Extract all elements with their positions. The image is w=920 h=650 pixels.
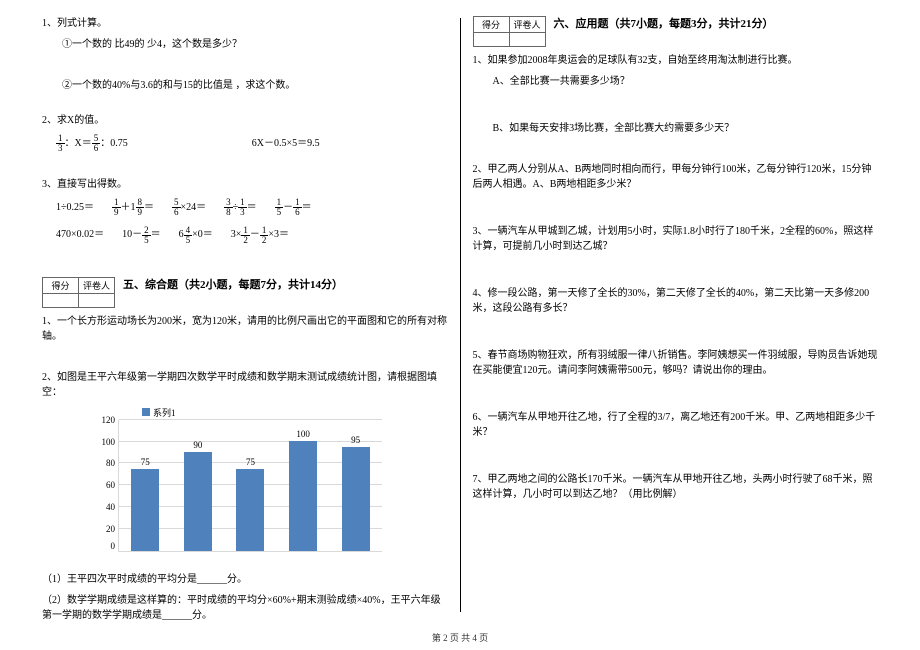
y-tick: 0 [91, 541, 115, 551]
frac-den: 6 [92, 144, 101, 153]
section5-title: 五、综合题（共2小题，每题7分，共计14分） [123, 277, 343, 295]
section6-title: 六、应用题（共7小题，每题3分，共计21分） [554, 16, 774, 34]
text: ＋1 [121, 202, 136, 213]
q3-title: 3、直接写出得数。 [42, 177, 448, 192]
s5-sub2: （2）数学学期成绩是这样算的：平时成绩的平均分×60%+期末测验成绩×40%，王… [42, 593, 448, 623]
text: ：0.75 [100, 138, 128, 149]
grader-header: 评卷人 [509, 17, 545, 33]
text: － [250, 229, 260, 240]
s5-q2: 2、如图是王平六年级第一学期四次数学平时成绩和数学期末测试成绩统计图，请根据图填… [42, 370, 448, 400]
eq-cell: 3×12－12×3＝ [231, 225, 289, 244]
bar-label: 75 [131, 457, 159, 467]
frac-den: 6 [172, 208, 181, 217]
bar-label: 100 [289, 429, 317, 439]
left-column: 1、列式计算。 ①一个数的 比49的 少4，这个数是多少？ ②一个数的40%与3… [30, 10, 460, 620]
chart-area: 120 100 80 60 40 20 0 75907510095 [118, 420, 382, 552]
text: 3× [231, 229, 242, 240]
text: ＝ [144, 202, 154, 213]
y-tick: 80 [91, 458, 115, 468]
q1-title: 1、列式计算。 [42, 16, 448, 31]
r-q1: 1、如果参加2008年奥运会的足球队有32支，自始至终用淘汰制进行比赛。 [473, 53, 879, 68]
s5-sub1: （1）王平四次平时成绩的平均分是______分。 [42, 572, 448, 587]
score-header: 得分 [43, 277, 79, 293]
bar-label: 95 [342, 435, 370, 445]
score-table: 得分评卷人 [473, 16, 546, 47]
bar: 75 [236, 469, 264, 551]
bar: 90 [184, 452, 212, 550]
section6-header: 得分评卷人 六、应用题（共7小题，每题3分，共计21分） [473, 16, 879, 47]
r-q1a: A、全部比赛一共需要多少场？ [473, 74, 879, 89]
text: ＝ [302, 202, 312, 213]
frac-den: 3 [56, 144, 65, 153]
r-q4: 4、修一段公路，第一天修了全长的30%，第二天修了全长的40%，第二天比第一天多… [473, 286, 879, 316]
eq-cell: 10－25＝ [122, 225, 161, 244]
page-footer: 第 2 页 共 4 页 [0, 631, 920, 644]
text: ×3＝ [268, 229, 289, 240]
empty-cell [79, 293, 115, 307]
eq-cell: 470×0.02＝ [56, 225, 104, 244]
text: ×24＝ [181, 202, 207, 213]
empty-cell [473, 33, 509, 47]
r-q6: 6、一辆汽车从甲地开往乙地，行了全程的3/7，离乙地还有200千米。甲、乙两地相… [473, 410, 879, 440]
score-table: 得分评卷人 [42, 277, 115, 308]
r-q7: 7、甲乙两地之间的公路长170千米。一辆汽车从甲地开往乙地，头两小时行驶了68千… [473, 472, 879, 502]
y-tick: 40 [91, 502, 115, 512]
y-tick: 100 [91, 437, 115, 447]
right-column: 得分评卷人 六、应用题（共7小题，每题3分，共计21分） 1、如果参加2008年… [461, 10, 891, 620]
section5-header: 得分评卷人 五、综合题（共2小题，每题7分，共计14分） [42, 277, 448, 308]
text: ＝ [151, 229, 161, 240]
empty-cell [43, 293, 79, 307]
eq-cell: 56×24＝ [172, 198, 206, 217]
text: ：X＝ [65, 138, 92, 149]
eq-cell: 645×0＝ [179, 225, 213, 244]
eq-cell: 1÷0.25＝ [56, 198, 94, 217]
frac-den: 5 [184, 236, 193, 245]
page: 1、列式计算。 ①一个数的 比49的 少4，这个数是多少？ ②一个数的40%与3… [0, 0, 920, 620]
r-q5: 5、春节商场购物狂欢，所有羽绒服一律八折销售。李阿姨想买一件羽绒服，导购员告诉她… [473, 348, 879, 378]
eq-cell: 15－16＝ [275, 198, 312, 217]
grader-header: 评卷人 [79, 277, 115, 293]
r-q1b: B、如果每天安排3场比赛，全部比赛大约需要多少天？ [473, 121, 879, 136]
legend-swatch [142, 408, 150, 416]
y-tick: 120 [91, 415, 115, 425]
q2-eq-a: 13：X＝56：0.75 [56, 134, 252, 153]
q2-equations: 13：X＝56：0.75 6X－0.5×5＝9.5 [56, 134, 448, 153]
text: ＝ [247, 202, 257, 213]
r-q2: 2、甲乙两人分别从A、B两地同时相向而行，甲每分钟行100米，乙每分钟行120米… [473, 162, 879, 192]
frac-den: 8 [224, 208, 233, 217]
q3-row1: 1÷0.25＝ 19＋189＝ 56×24＝ 38÷13＝ 15－16＝ [56, 198, 448, 221]
text: ×0＝ [192, 229, 213, 240]
bar: 75 [131, 469, 159, 551]
chart-legend: 系列1 [142, 406, 176, 419]
y-tick: 20 [91, 524, 115, 534]
frac-den: 9 [136, 208, 145, 217]
score-header: 得分 [473, 17, 509, 33]
bar-label: 90 [184, 440, 212, 450]
frac-den: 5 [142, 236, 151, 245]
bars-container: 75 90 75 100 95 [119, 420, 382, 551]
bar-label: 75 [236, 457, 264, 467]
bar: 95 [342, 447, 370, 551]
q1-sub-b: ②一个数的40%与3.6的和与15的比值是 ，求这个数。 [42, 78, 448, 93]
frac-den: 3 [238, 208, 247, 217]
s5-q1: 1、一个长方形运动场长为200米，宽为120米，请用的比例尺画出它的平面图和它的… [42, 314, 448, 344]
bar: 100 [289, 441, 317, 550]
eq-cell: 19＋189＝ [112, 198, 154, 217]
frac-den: 6 [293, 208, 302, 217]
q2-title: 2、求X的值。 [42, 113, 448, 128]
q2-eq-b: 6X－0.5×5＝9.5 [252, 134, 448, 153]
frac-den: 2 [241, 236, 250, 245]
bar-chart: 系列1 120 100 80 60 40 20 0 75 90 75 100 95 [82, 406, 382, 566]
eq-cell: 38÷13＝ [224, 198, 257, 217]
frac-den: 5 [275, 208, 284, 217]
legend-label: 系列1 [153, 406, 176, 419]
y-tick: 60 [91, 480, 115, 490]
r-q3: 3、一辆汽车从甲城到乙城，计划用5小时，实际1.8小时行了180千米，2全程的6… [473, 224, 879, 254]
q3-row2: 470×0.02＝ 10－25＝ 645×0＝ 3×12－12×3＝ [56, 225, 448, 248]
text: － [283, 202, 293, 213]
q1-sub-a: ①一个数的 比49的 少4，这个数是多少？ [42, 37, 448, 52]
frac-den: 9 [112, 208, 121, 217]
empty-cell [509, 33, 545, 47]
text: 10－ [122, 229, 142, 240]
